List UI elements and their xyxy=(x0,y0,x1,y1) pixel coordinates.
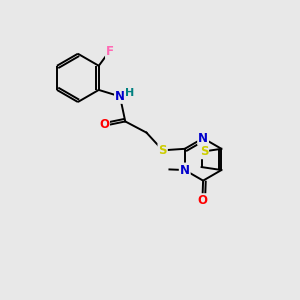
Text: O: O xyxy=(99,118,109,131)
Text: N: N xyxy=(115,90,125,103)
Text: N: N xyxy=(198,132,208,145)
Text: N: N xyxy=(180,164,190,176)
Text: S: S xyxy=(158,144,167,157)
Text: H: H xyxy=(125,88,134,98)
Text: F: F xyxy=(106,45,114,58)
Text: O: O xyxy=(197,194,208,207)
Text: S: S xyxy=(200,145,208,158)
